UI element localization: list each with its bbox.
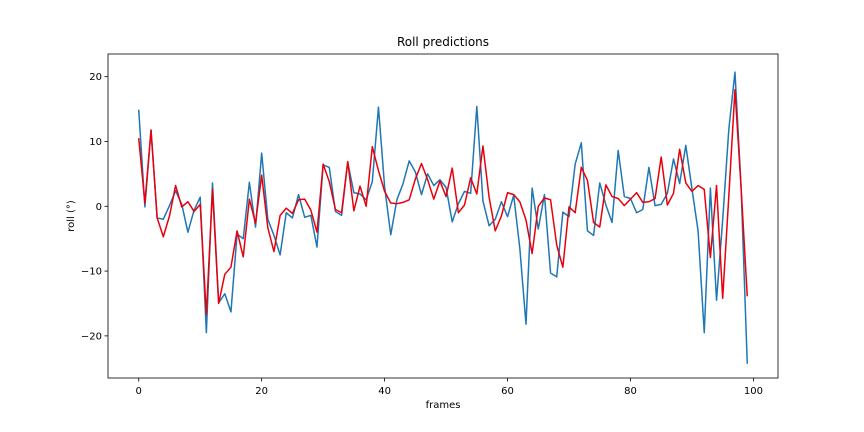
x-tick-label: 0 <box>136 386 142 397</box>
y-tick-label: 0 <box>96 202 102 213</box>
chart-title: Roll predictions <box>397 35 489 49</box>
plot-area <box>108 54 778 378</box>
axes-frame <box>107 53 779 379</box>
series-line-2 <box>137 88 749 316</box>
y-tick-label: 10 <box>89 137 102 148</box>
x-tick-label: 40 <box>378 386 391 397</box>
y-axis-label: roll (°) <box>66 200 77 232</box>
x-tick-label: 80 <box>624 386 637 397</box>
series-layer <box>137 71 749 364</box>
x-axis-label: frames <box>426 400 461 411</box>
y-tick-label: −20 <box>81 331 102 342</box>
x-tick-label: 20 <box>255 386 268 397</box>
x-tick-label: 60 <box>501 386 514 397</box>
x-tick-label: 100 <box>744 386 763 397</box>
axes-layer: 0 20 40 60 80 100 −20 −10 0 10 20 <box>81 53 779 397</box>
series-line-1 <box>137 71 749 364</box>
plot-background <box>108 54 778 378</box>
y-tick-label: 20 <box>89 72 102 83</box>
y-tick-label: −10 <box>81 267 102 278</box>
